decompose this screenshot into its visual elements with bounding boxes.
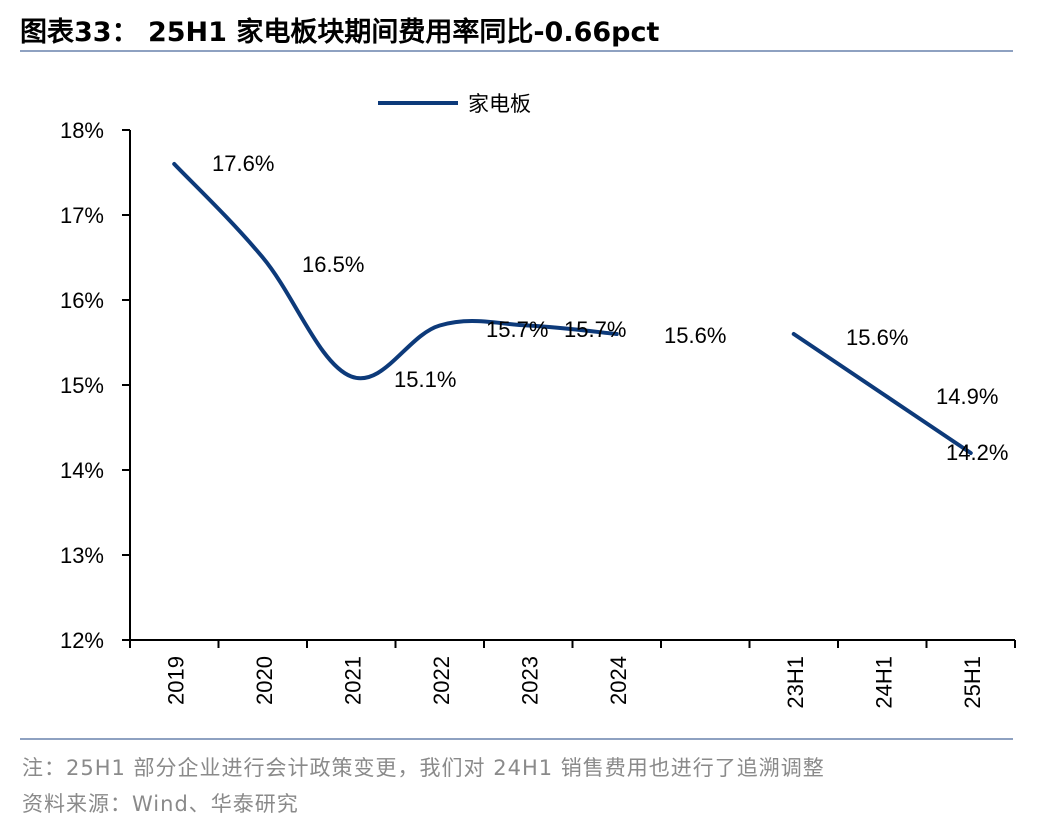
x-tick-label: 2022 bbox=[429, 656, 454, 705]
y-tick-label: 17% bbox=[60, 203, 104, 228]
y-tick-label: 13% bbox=[60, 543, 104, 568]
data-point bbox=[349, 375, 353, 378]
footer-divider bbox=[20, 738, 1013, 740]
y-tick-label: 15% bbox=[60, 373, 104, 398]
data-point bbox=[792, 332, 796, 336]
data-label: 16.5% bbox=[302, 252, 364, 277]
y-tick-label: 16% bbox=[60, 288, 104, 313]
chart-title: 图表33： 25H1 家电板块期间费用率同比-0.66pct bbox=[20, 17, 660, 48]
legend: 家电板 bbox=[378, 92, 531, 116]
y-tick-label: 14% bbox=[60, 458, 104, 483]
series-line bbox=[172, 162, 619, 381]
legend-label: 家电板 bbox=[468, 92, 531, 116]
data-point bbox=[172, 162, 176, 166]
data-point bbox=[261, 256, 265, 259]
data-point bbox=[880, 392, 884, 395]
series-layer bbox=[172, 162, 973, 455]
data-label: 14.9% bbox=[936, 384, 998, 409]
x-tick-label: 24H1 bbox=[871, 656, 896, 709]
y-tick-label: 12% bbox=[60, 628, 104, 653]
data-label: 15.6% bbox=[846, 325, 908, 350]
data-labels: 17.6% 16.5% 15.1% 15.7% 15.7% 15.6% 15.6% 14.9%… bbox=[212, 151, 1008, 465]
data-point bbox=[438, 324, 442, 327]
x-tick-label: 2020 bbox=[252, 656, 277, 705]
data-label: 15.7% bbox=[564, 317, 626, 342]
line-chart: 家电板 12% 13% 14% 15% 16% 17% 18% 2019 2020 2021 202… bbox=[60, 92, 1016, 709]
data-label: 15.7% bbox=[486, 317, 548, 342]
data-label: 15.6% bbox=[664, 323, 726, 348]
axes: 12% 13% 14% 15% 16% 17% 18% 2019 2020 2021 2022 202… bbox=[60, 118, 1016, 709]
title-divider bbox=[20, 50, 1013, 52]
data-point bbox=[969, 451, 973, 455]
source-note: 资料来源：Wind、华泰研究 bbox=[22, 792, 299, 816]
x-tick-label: 23H1 bbox=[783, 656, 808, 709]
x-tick-label: 2023 bbox=[517, 656, 542, 705]
x-tick-label: 25H1 bbox=[960, 656, 985, 709]
data-point bbox=[526, 324, 530, 327]
data-point bbox=[615, 332, 619, 336]
x-tick-label: 2019 bbox=[163, 656, 188, 705]
data-label: 14.2% bbox=[946, 440, 1008, 465]
data-label: 17.6% bbox=[212, 151, 274, 176]
x-tick-label: 2021 bbox=[340, 656, 365, 705]
x-tick-label: 2024 bbox=[606, 656, 631, 705]
footnote: 注：25H1 部分企业进行会计政策变更，我们对 24H1 销售费用也进行了追溯调… bbox=[22, 756, 825, 780]
data-label: 15.1% bbox=[394, 367, 456, 392]
y-tick-label: 18% bbox=[60, 118, 104, 143]
